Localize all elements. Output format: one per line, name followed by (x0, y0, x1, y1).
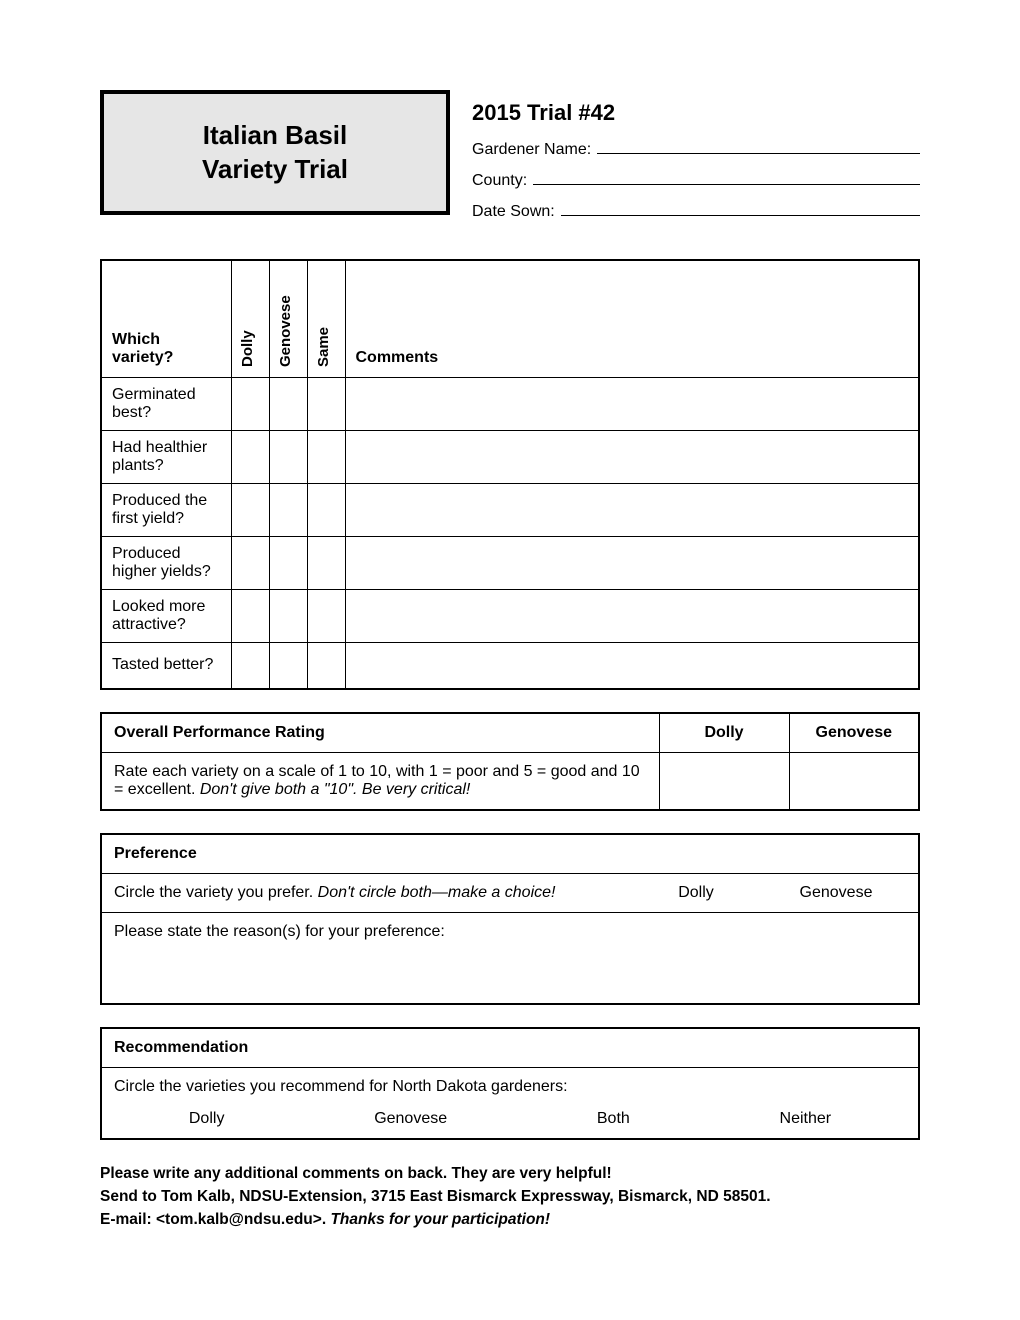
footer-line2: Send to Tom Kalb, NDSU-Extension, 3715 E… (100, 1185, 920, 1208)
footer-line3-plain: E-mail: <tom.kalb@ndsu.edu>. (100, 1211, 330, 1228)
preference-circle-text: Circle the variety you prefer. Don't cir… (114, 884, 626, 902)
comparison-question: Germinated best? (101, 378, 231, 431)
field-date-sown: Date Sown: (472, 200, 920, 221)
comparison-row: Germinated best? (101, 378, 919, 431)
comparison-question: Tasted better? (101, 643, 231, 689)
recommendation-box: Recommendation Circle the varieties you … (100, 1027, 920, 1140)
footer: Please write any additional comments on … (100, 1162, 920, 1232)
comparison-checkbox[interactable] (307, 537, 345, 590)
rating-table: Overall Performance Rating Dolly Genoves… (100, 712, 920, 811)
rating-header: Overall Performance Rating (101, 713, 659, 753)
comparison-checkbox[interactable] (231, 590, 269, 643)
rating-instruction-italic: Don't give both a "10". Be very critical… (200, 781, 471, 798)
preference-reason-label: Please state the reason(s) for your pref… (114, 923, 445, 940)
field-gardener-label: Gardener Name: (472, 141, 591, 159)
comparison-col-same: Same (307, 260, 345, 378)
comparison-checkbox[interactable] (231, 431, 269, 484)
comparison-checkbox[interactable] (269, 378, 307, 431)
meta-block: 2015 Trial #42 Gardener Name: County: Da… (472, 90, 920, 231)
preference-circle-italic: Don't circle both—make a choice! (318, 884, 556, 901)
comparison-question-header: Which variety? (101, 260, 231, 378)
rating-input-dolly[interactable] (659, 752, 789, 810)
recommendation-opt-both[interactable]: Both (597, 1110, 630, 1128)
comparison-col-genovese: Genovese (269, 260, 307, 378)
comparison-comment[interactable] (345, 431, 919, 484)
preference-reason-row[interactable]: Please state the reason(s) for your pref… (102, 913, 918, 1003)
title-box: Italian Basil Variety Trial (100, 90, 450, 215)
preference-opt-genovese[interactable]: Genovese (766, 884, 906, 902)
comparison-row: Had healthier plants? (101, 431, 919, 484)
comparison-checkbox[interactable] (231, 643, 269, 689)
title-line-2: Variety Trial (202, 153, 348, 187)
comparison-checkbox[interactable] (307, 378, 345, 431)
comparison-col-dolly: Dolly (231, 260, 269, 378)
trial-title: 2015 Trial #42 (472, 100, 920, 126)
comparison-question: Looked more attractive? (101, 590, 231, 643)
recommendation-opt-neither[interactable]: Neither (780, 1110, 832, 1128)
comparison-checkbox[interactable] (307, 643, 345, 689)
footer-line3: E-mail: <tom.kalb@ndsu.edu>. Thanks for … (100, 1208, 920, 1231)
comparison-checkbox[interactable] (307, 484, 345, 537)
field-county-label: County: (472, 172, 527, 190)
preference-header: Preference (102, 835, 918, 874)
recommendation-header: Recommendation (102, 1029, 918, 1068)
rating-input-genovese[interactable] (789, 752, 919, 810)
preference-opt-dolly[interactable]: Dolly (626, 884, 766, 902)
footer-line3-italic: Thanks for your participation! (330, 1211, 550, 1228)
title-line-1: Italian Basil (203, 119, 348, 153)
comparison-checkbox[interactable] (231, 378, 269, 431)
comparison-row: Produced the first yield? (101, 484, 919, 537)
field-date-sown-blank[interactable] (561, 200, 920, 216)
field-gardener-blank[interactable] (597, 138, 920, 154)
comparison-checkbox[interactable] (231, 484, 269, 537)
preference-box: Preference Circle the variety you prefer… (100, 833, 920, 1005)
comparison-comment[interactable] (345, 537, 919, 590)
preference-circle-row: Circle the variety you prefer. Don't cir… (102, 874, 918, 913)
comparison-checkbox[interactable] (231, 537, 269, 590)
footer-line1: Please write any additional comments on … (100, 1162, 920, 1185)
rating-col-genovese: Genovese (789, 713, 919, 753)
comparison-row: Tasted better? (101, 643, 919, 689)
comparison-row: Produced higher yields? (101, 537, 919, 590)
rating-instruction: Rate each variety on a scale of 1 to 10,… (101, 752, 659, 810)
comparison-comment[interactable] (345, 484, 919, 537)
recommendation-opt-dolly[interactable]: Dolly (189, 1110, 225, 1128)
recommendation-opt-genovese[interactable]: Genovese (374, 1110, 447, 1128)
comparison-checkbox[interactable] (269, 484, 307, 537)
rating-col-dolly: Dolly (659, 713, 789, 753)
comparison-comment[interactable] (345, 590, 919, 643)
comparison-header-row: Which variety? Dolly Genovese Same Comme… (101, 260, 919, 378)
field-county-blank[interactable] (533, 169, 920, 185)
field-gardener: Gardener Name: (472, 138, 920, 159)
comparison-row: Looked more attractive? (101, 590, 919, 643)
recommendation-options: Dolly Genovese Both Neither (102, 1100, 918, 1138)
preference-circle-plain: Circle the variety you prefer. (114, 884, 318, 901)
header-row: Italian Basil Variety Trial 2015 Trial #… (100, 90, 920, 231)
comparison-col-comments: Comments (345, 260, 919, 378)
comparison-question: Produced higher yields? (101, 537, 231, 590)
field-county: County: (472, 169, 920, 190)
comparison-checkbox[interactable] (269, 643, 307, 689)
field-date-sown-label: Date Sown: (472, 203, 555, 221)
comparison-checkbox[interactable] (307, 431, 345, 484)
comparison-question: Had healthier plants? (101, 431, 231, 484)
comparison-checkbox[interactable] (269, 537, 307, 590)
comparison-question: Produced the first yield? (101, 484, 231, 537)
recommendation-instruction: Circle the varieties you recommend for N… (102, 1068, 918, 1100)
comparison-checkbox[interactable] (307, 590, 345, 643)
comparison-comment[interactable] (345, 378, 919, 431)
comparison-checkbox[interactable] (269, 590, 307, 643)
comparison-checkbox[interactable] (269, 431, 307, 484)
comparison-comment[interactable] (345, 643, 919, 689)
comparison-table: Which variety? Dolly Genovese Same Comme… (100, 259, 920, 690)
